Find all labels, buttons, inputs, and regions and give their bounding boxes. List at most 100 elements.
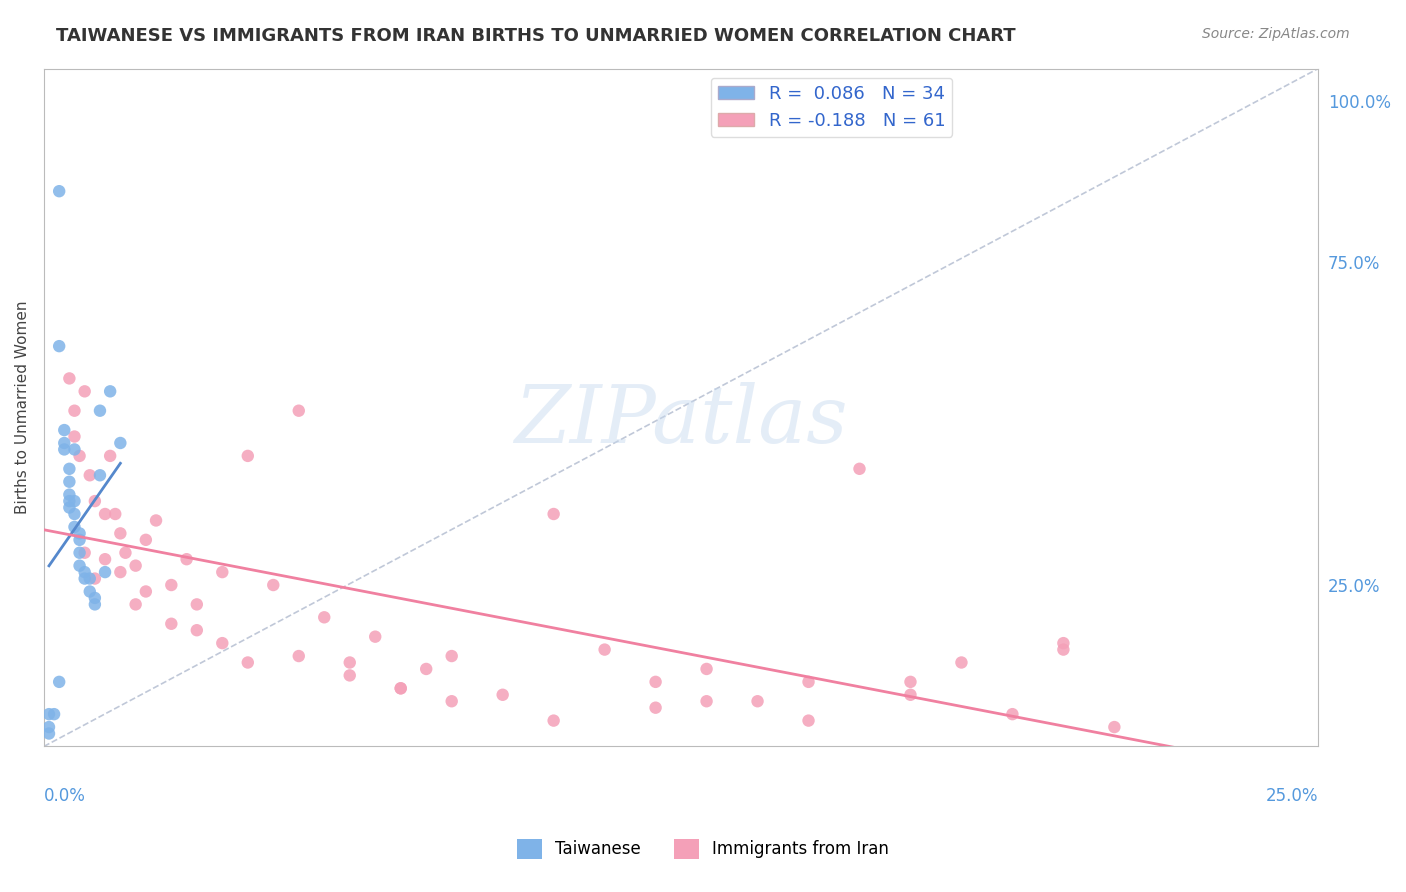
Point: [83, 572, 105, 586]
Point: [69, 533, 91, 547]
Point: [98, 449, 121, 463]
Point: [124, 598, 146, 612]
Point: [211, 636, 233, 650]
Point: [104, 507, 127, 521]
Point: [73, 546, 96, 560]
Point: [63, 403, 86, 417]
Point: [53, 442, 76, 457]
Point: [58, 462, 80, 476]
Point: [176, 552, 198, 566]
Point: [69, 526, 91, 541]
Point: [135, 533, 157, 547]
Point: [98, 384, 121, 399]
Point: [110, 436, 132, 450]
Point: [73, 572, 96, 586]
Point: [110, 565, 132, 579]
Point: [114, 546, 136, 560]
Text: TAIWANESE VS IMMIGRANTS FROM IRAN BIRTHS TO UNMARRIED WOMEN CORRELATION CHART: TAIWANESE VS IMMIGRANTS FROM IRAN BIRTHS…: [56, 27, 1017, 45]
Point: [79, 572, 101, 586]
Point: [58, 494, 80, 508]
Point: [389, 681, 412, 696]
Point: [69, 546, 91, 560]
Point: [63, 429, 86, 443]
Point: [339, 668, 361, 682]
Text: ZIPatlas: ZIPatlas: [515, 383, 848, 459]
Point: [69, 558, 91, 573]
Point: [38, 726, 60, 740]
Y-axis label: Births to Unmarried Women: Births to Unmarried Women: [15, 301, 30, 514]
Point: [543, 507, 565, 521]
Point: [211, 565, 233, 579]
Point: [53, 423, 76, 437]
Point: [696, 694, 718, 708]
Point: [145, 513, 167, 527]
Point: [89, 403, 111, 417]
Point: [73, 565, 96, 579]
Point: [1052, 642, 1074, 657]
Point: [287, 648, 309, 663]
Point: [900, 688, 922, 702]
Point: [492, 688, 515, 702]
Point: [236, 449, 259, 463]
Point: [83, 494, 105, 508]
Point: [950, 656, 973, 670]
Point: [1001, 707, 1024, 722]
Point: [797, 714, 820, 728]
Text: 0.0%: 0.0%: [44, 787, 86, 805]
Point: [848, 462, 870, 476]
Point: [160, 616, 183, 631]
Point: [287, 403, 309, 417]
Point: [79, 584, 101, 599]
Point: [124, 558, 146, 573]
Point: [73, 384, 96, 399]
Point: [900, 674, 922, 689]
Point: [364, 630, 387, 644]
Point: [83, 591, 105, 605]
Point: [63, 442, 86, 457]
Text: Source: ZipAtlas.com: Source: ZipAtlas.com: [1202, 27, 1350, 41]
Point: [58, 500, 80, 515]
Point: [48, 674, 70, 689]
Point: [440, 648, 463, 663]
Point: [48, 184, 70, 198]
Point: [747, 694, 769, 708]
Text: 25.0%: 25.0%: [1265, 787, 1319, 805]
Point: [42, 707, 65, 722]
Point: [38, 720, 60, 734]
Point: [186, 624, 208, 638]
Point: [83, 598, 105, 612]
Point: [48, 339, 70, 353]
Point: [58, 475, 80, 489]
Point: [797, 674, 820, 689]
Point: [644, 674, 666, 689]
Point: [53, 436, 76, 450]
Point: [63, 520, 86, 534]
Point: [543, 714, 565, 728]
Point: [94, 552, 117, 566]
Point: [94, 565, 117, 579]
Point: [186, 598, 208, 612]
Point: [63, 494, 86, 508]
Point: [160, 578, 183, 592]
Point: [69, 449, 91, 463]
Point: [63, 507, 86, 521]
Point: [89, 468, 111, 483]
Point: [339, 656, 361, 670]
Legend: Taiwanese, Immigrants from Iran: Taiwanese, Immigrants from Iran: [510, 832, 896, 866]
Point: [415, 662, 437, 676]
Point: [58, 488, 80, 502]
Point: [440, 694, 463, 708]
Point: [38, 707, 60, 722]
Point: [696, 662, 718, 676]
Point: [389, 681, 412, 696]
Point: [1052, 636, 1074, 650]
Point: [79, 468, 101, 483]
Point: [236, 656, 259, 670]
Point: [593, 642, 616, 657]
Legend: R =  0.086   N = 34, R = -0.188   N = 61: R = 0.086 N = 34, R = -0.188 N = 61: [711, 78, 952, 137]
Point: [262, 578, 284, 592]
Point: [135, 584, 157, 599]
Point: [314, 610, 336, 624]
Point: [58, 371, 80, 385]
Point: [644, 700, 666, 714]
